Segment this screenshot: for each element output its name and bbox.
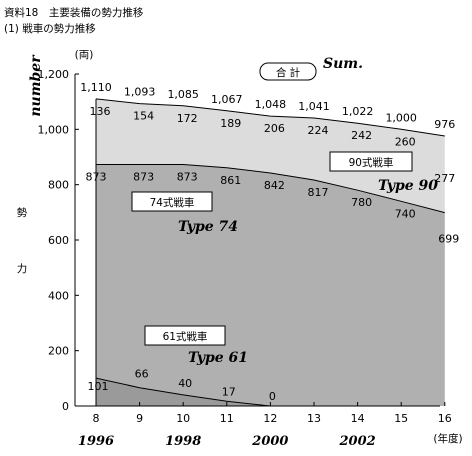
type61-value-label: 40: [178, 377, 192, 390]
type74-name-box: [131, 191, 213, 212]
type74-value-label: 817: [308, 186, 329, 199]
type90-value-label: 260: [395, 135, 416, 148]
type90-value-label: 136: [90, 105, 111, 118]
type90-name-box: [329, 151, 413, 172]
type90-name-en-label: Type 90: [378, 178, 438, 194]
type90-value-label: 242: [351, 129, 372, 142]
x-tick-label: 13: [307, 412, 321, 425]
line-total: [95, 98, 445, 137]
y-unit-label: (両): [75, 49, 94, 61]
total-value-label: 1,041: [298, 100, 330, 113]
y-tick-label: 1,000: [38, 123, 70, 136]
area-layer: [95, 98, 445, 407]
type61-value-label: 0: [269, 390, 276, 403]
total-name-label: 合 計: [276, 66, 301, 79]
total-name-box: [259, 62, 317, 81]
type61-value-label: 17: [222, 385, 236, 398]
type61-value-label: 66: [135, 368, 149, 381]
type61-name-box: [144, 325, 226, 346]
x-unit-label: (年度): [433, 432, 462, 445]
x-year-label: 2002: [339, 434, 376, 449]
page-subtitle: (1) 戦車の勢力推移: [4, 23, 96, 35]
x-year-label: 1996: [78, 434, 114, 449]
x-year-label: 1998: [165, 434, 201, 449]
type90-name-label: 90式戦車: [349, 156, 394, 169]
total-value-label: 1,022: [342, 105, 374, 118]
x-tick-label: 12: [263, 412, 277, 425]
type90-value-label: 154: [133, 110, 154, 123]
x-tick-label: 11: [220, 412, 234, 425]
type74-value-label: 780: [351, 196, 372, 209]
type61-name-label: 61式戦車: [163, 330, 208, 343]
y-axis-label-en: number: [28, 54, 44, 117]
type90-value-label: 224: [308, 124, 329, 137]
total-value-label: 1,067: [211, 93, 243, 106]
x-tick-label: 10: [176, 412, 190, 425]
page-title: 資料18 主要装備の勢力推移: [4, 7, 144, 19]
area-type61: [96, 378, 271, 406]
type74-value-label: 873: [133, 170, 154, 183]
type74-value-label: 873: [177, 170, 198, 183]
total-value-label: 1,048: [255, 98, 287, 111]
type61-name-en-label: Type 61: [188, 350, 248, 366]
type74-name-label: 74式戦車: [150, 196, 195, 209]
type74-value-label: 842: [264, 179, 285, 192]
x-year-label: 2000: [251, 434, 288, 449]
total-value-label: 976: [434, 118, 455, 131]
type74-value-label: 873: [86, 170, 107, 183]
y-tick-label: 800: [48, 179, 69, 192]
x-tick-label: 15: [394, 412, 408, 425]
type90-value-label: 189: [220, 117, 241, 130]
x-tick-label: 8: [93, 412, 100, 425]
line-type74: [96, 164, 445, 214]
type61-value-label: 101: [88, 380, 109, 393]
type90-value-label: 277: [434, 172, 455, 185]
y-axis-label-char: 勢: [17, 206, 28, 219]
total-value-label: 1,093: [124, 86, 156, 99]
line-type61: [95, 377, 271, 407]
type90-value-label: 206: [264, 122, 285, 135]
type90-value-label: 172: [177, 112, 198, 125]
x-tick-label: 9: [136, 412, 143, 425]
type74-value-label: 861: [220, 174, 241, 187]
total-value-label: 1,000: [385, 111, 417, 124]
y-tick-label: 600: [48, 234, 69, 247]
y-tick-label: 400: [48, 289, 69, 302]
total-name-en-label: Sum.: [323, 56, 363, 72]
y-tick-label: 0: [62, 400, 69, 413]
label-layer: 1,110 1,093 1,085 1,067 1,048 1,041 1,022 1,000…: [80, 56, 459, 403]
type74-value-label: 740: [395, 207, 416, 220]
type74-value-label: 699: [438, 233, 459, 246]
y-axis-label-char: 力: [17, 262, 28, 275]
type74-name-en-label: Type 74: [178, 219, 238, 235]
y-tick-label: 1,200: [38, 68, 70, 81]
x-tick-label: 14: [351, 412, 365, 425]
y-tick-label: 200: [48, 345, 69, 358]
total-value-label: 1,110: [80, 81, 112, 94]
x-tick-label: 16: [438, 412, 452, 425]
area-type74: [96, 164, 445, 406]
total-value-label: 1,085: [167, 88, 199, 101]
area-type90: [96, 98, 445, 213]
